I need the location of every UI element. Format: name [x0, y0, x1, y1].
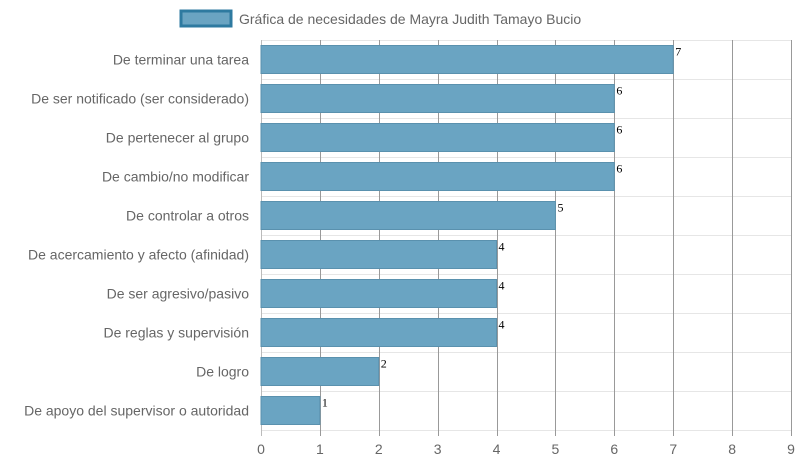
- bar[interactable]: [260, 123, 615, 152]
- bar[interactable]: [260, 201, 556, 230]
- bar[interactable]: [260, 162, 615, 191]
- category-label: De logro: [196, 364, 249, 380]
- data-label: 6: [616, 84, 622, 98]
- bar[interactable]: [260, 279, 498, 308]
- x-tick-label: 6: [610, 441, 618, 457]
- data-label: 2: [381, 357, 387, 371]
- x-tick-label: 2: [375, 441, 383, 457]
- x-tick-label: 3: [434, 441, 442, 457]
- x-tick-label: 5: [552, 441, 560, 457]
- category-label: De pertenecer al grupo: [106, 130, 249, 146]
- bar[interactable]: [260, 45, 674, 74]
- x-tick-label: 4: [493, 441, 501, 457]
- data-label: 5: [557, 201, 563, 215]
- data-label: 4: [499, 240, 505, 254]
- bar[interactable]: [260, 396, 321, 425]
- x-tick-label: 8: [728, 441, 736, 457]
- category-label: De cambio/no modificar: [102, 169, 249, 185]
- category-label: De apoyo del supervisor o autoridad: [24, 403, 249, 419]
- data-label: 6: [616, 123, 622, 137]
- bars: [260, 45, 674, 425]
- bar[interactable]: [260, 357, 380, 386]
- category-labels: De terminar una tarea De ser notificado (…: [24, 52, 249, 419]
- data-label: 1: [322, 396, 328, 410]
- category-label: De terminar una tarea: [113, 52, 249, 68]
- category-label: De ser notificado (ser considerado): [31, 91, 249, 107]
- x-tick-label: 9: [787, 441, 795, 457]
- legend-swatch: [179, 9, 233, 28]
- legend[interactable]: Gráfica de necesidades de Mayra Judith T…: [179, 9, 581, 28]
- category-label: De reglas y supervisión: [103, 325, 249, 341]
- category-label: De acercamiento y afecto (afinidad): [28, 247, 249, 263]
- bar[interactable]: [260, 84, 615, 113]
- x-axis-ticks: 0 1 2 3 4 5 6 7 8 9: [257, 441, 795, 457]
- data-label: 4: [499, 279, 505, 293]
- category-label: De ser agresivo/pasivo: [107, 286, 250, 302]
- data-label: 7: [675, 45, 681, 59]
- legend-label: Gráfica de necesidades de Mayra Judith T…: [239, 11, 581, 27]
- x-tick-label: 1: [316, 441, 324, 457]
- data-labels: 7 6 6 6 5 4 4 4 2 1: [322, 45, 681, 410]
- x-tick-label: 0: [257, 441, 265, 457]
- bar[interactable]: [260, 240, 498, 269]
- category-label: De controlar a otros: [126, 208, 249, 224]
- data-label: 6: [616, 162, 622, 176]
- bar[interactable]: [260, 318, 498, 347]
- x-tick-label: 7: [669, 441, 677, 457]
- data-label: 4: [499, 318, 505, 332]
